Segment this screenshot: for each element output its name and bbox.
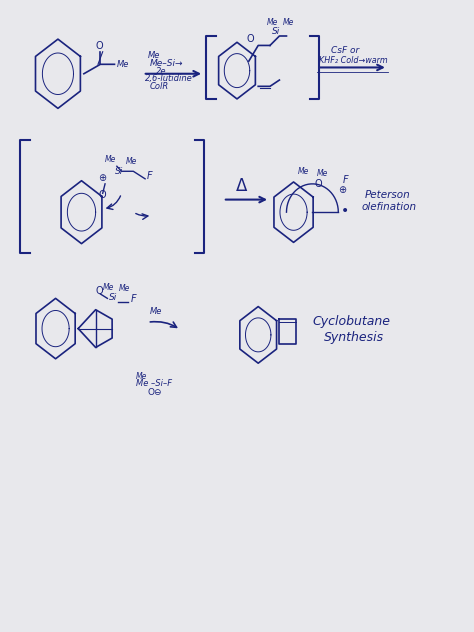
Text: O: O bbox=[96, 40, 103, 51]
Text: O: O bbox=[315, 179, 322, 189]
Text: KHF₂ Cold→warm: KHF₂ Cold→warm bbox=[319, 56, 388, 65]
Text: Peterson: Peterson bbox=[364, 190, 410, 200]
Text: Me: Me bbox=[126, 157, 137, 166]
Text: Synthesis: Synthesis bbox=[324, 331, 384, 344]
Text: Me: Me bbox=[103, 283, 114, 291]
Text: Si: Si bbox=[115, 167, 123, 176]
Text: CsF or: CsF or bbox=[331, 46, 359, 55]
Text: O: O bbox=[99, 190, 107, 200]
Text: 2,6-lutidine: 2,6-lutidine bbox=[145, 75, 193, 83]
Text: Me: Me bbox=[150, 307, 162, 316]
Text: Me: Me bbox=[136, 372, 147, 381]
Text: Me –Si–F: Me –Si–F bbox=[136, 379, 172, 389]
Text: olefination: olefination bbox=[362, 202, 417, 212]
Text: O: O bbox=[246, 34, 254, 44]
Text: F: F bbox=[343, 174, 349, 185]
Text: Cyclobutane: Cyclobutane bbox=[312, 315, 391, 329]
Text: •: • bbox=[341, 204, 349, 218]
Text: O⊖: O⊖ bbox=[147, 387, 162, 397]
Text: Me: Me bbox=[298, 167, 310, 176]
Text: 2e: 2e bbox=[156, 67, 166, 76]
Text: O: O bbox=[96, 286, 103, 296]
Text: ⊕: ⊕ bbox=[338, 185, 346, 195]
Text: Me: Me bbox=[267, 18, 278, 27]
Text: Me: Me bbox=[283, 18, 294, 27]
Text: Me: Me bbox=[119, 284, 130, 293]
Text: Me: Me bbox=[147, 51, 160, 60]
Text: Me: Me bbox=[117, 61, 129, 70]
Text: ⊕: ⊕ bbox=[98, 173, 106, 183]
Text: Si: Si bbox=[273, 27, 281, 36]
Text: Me: Me bbox=[105, 155, 117, 164]
Text: Si: Si bbox=[109, 293, 117, 302]
Text: F: F bbox=[146, 171, 152, 181]
Text: F: F bbox=[131, 294, 137, 304]
Text: Me–Si→: Me–Si→ bbox=[150, 59, 183, 68]
Text: ColR: ColR bbox=[150, 82, 169, 91]
Text: Δ: Δ bbox=[236, 178, 247, 195]
Text: Me: Me bbox=[317, 169, 328, 178]
